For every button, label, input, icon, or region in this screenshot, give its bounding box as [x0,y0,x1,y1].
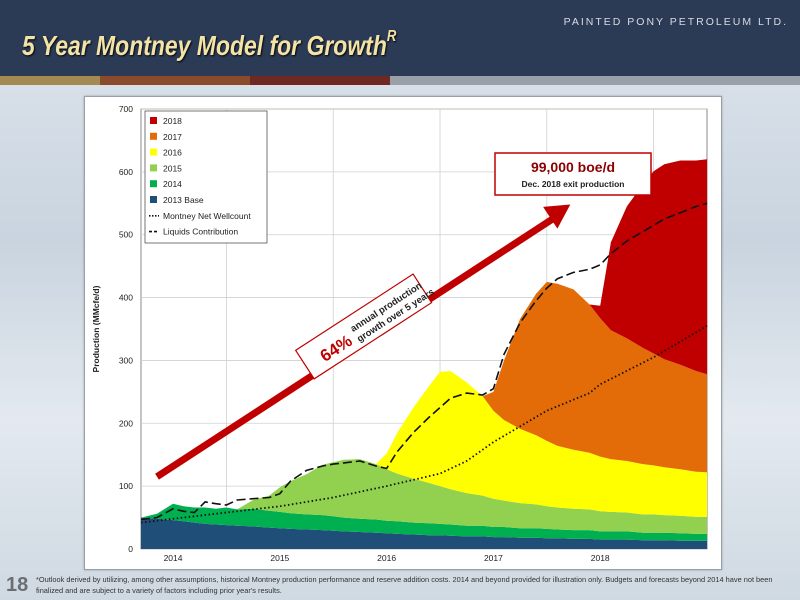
area-2014 [141,503,707,541]
y-tick-label: 200 [119,418,133,428]
legend-swatch [150,117,157,124]
growth-annotation-box [294,273,433,380]
chart-frame: 0 100 200 300 400 500 600 700 2014 2015 2016 2017 20… [84,96,722,570]
accent-stripe-2 [100,76,250,85]
legend-label: Montney Net Wellcount [163,211,251,221]
legend-label: 2018 [163,116,182,126]
area-2017 [141,281,707,518]
footnote: *Outlook derived by utilizing, among oth… [36,575,773,595]
y-axis-label: Production (MMcfe/d) [91,285,101,372]
y-tick-label: 400 [119,293,133,303]
accent-stripe-4 [390,76,800,85]
y-tick-label: 700 [119,104,133,114]
legend-label: 2016 [163,148,182,158]
accent-stripe-3 [250,76,390,85]
legend-label: 2015 [163,163,182,173]
line-liquids-contribution [140,202,708,521]
header-bar: PAINTED PONY PETROLEUM LTD. 5 Year Montn… [0,0,800,76]
area-2013-base [141,517,707,549]
area-2015 [141,459,707,534]
exit-label: Dec. 2018 exit production [522,179,625,189]
page-number: 18 [6,574,29,596]
x-tick-label: 2017 [484,553,503,563]
legend-label: 2014 [163,179,182,189]
brand-name: PAINTED PONY PETROLEUM LTD. [563,16,788,28]
legend-label: Liquids Contribution [163,227,238,237]
legend-swatch [150,180,157,188]
y-tick-label: 100 [119,481,133,491]
exit-callout-box [494,152,652,196]
legend-swatch [150,132,157,140]
production-chart: 0 100 200 300 400 500 600 700 2014 2015 2016 2017 20… [91,104,708,563]
x-tick-label: 2016 [377,553,396,563]
x-tick-label: 2015 [270,553,289,563]
y-tick-label: 500 [119,230,133,240]
growth-arrow-head [543,204,571,229]
legend-label: 2017 [163,132,182,142]
legend-swatch [150,148,157,156]
line-montney-net-wellcount [140,325,708,524]
legend-label: 2013 Base [163,195,204,205]
accent-stripe-1 [0,76,100,85]
y-tick-label: 0 [128,544,133,554]
legend-box [144,110,268,244]
exit-value: 99,000 boe/d [531,159,615,175]
x-tick-label: 2018 [591,553,610,563]
y-tick-label: 300 [119,355,133,365]
title-superscript: R [386,28,397,45]
page-title: 5 Year Montney Model for GrowthR [22,28,397,62]
title-text: 5 Year Montney Model for Growth [22,30,387,61]
legend-swatch [150,196,157,203]
area-2016 [141,371,707,518]
legend-swatch [150,164,157,172]
y-tick-label: 600 [119,167,133,177]
x-tick-label: 2014 [164,553,183,563]
